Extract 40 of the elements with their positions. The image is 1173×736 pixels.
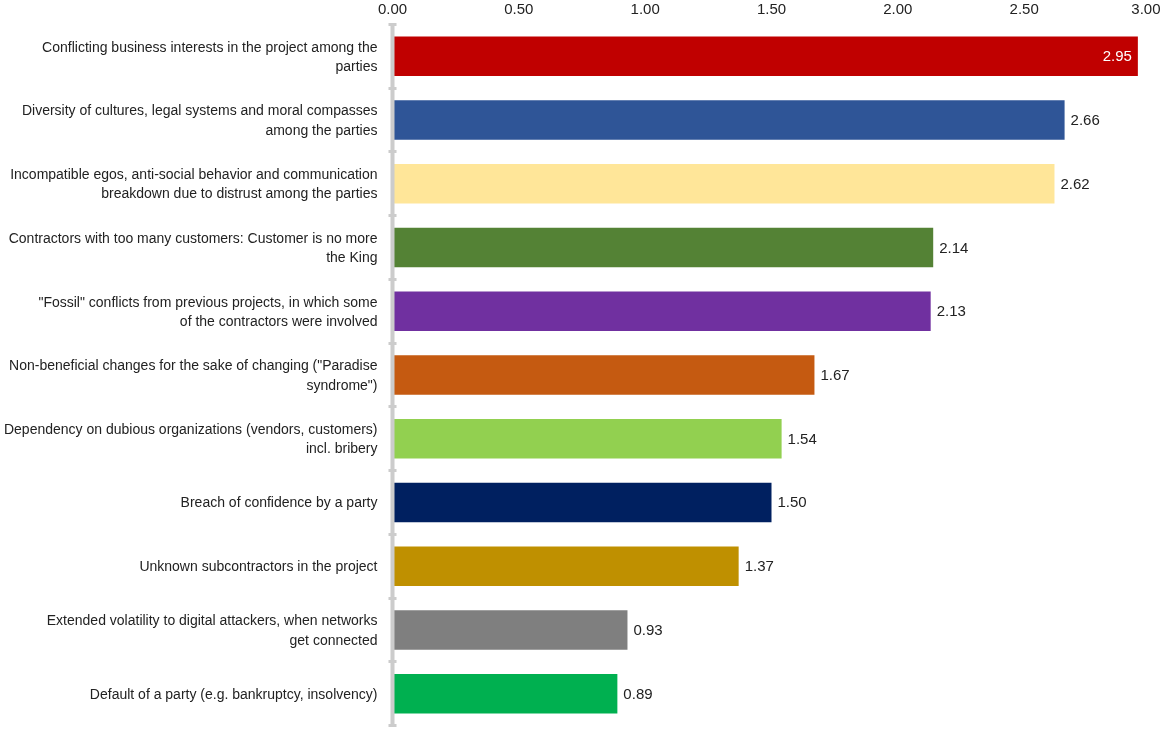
data-label: 1.67 [820, 366, 850, 383]
bar [392, 610, 628, 650]
bar [392, 418, 782, 459]
bar [392, 164, 1055, 204]
x-tick-label: 2.50 [1009, 0, 1039, 17]
bar [392, 546, 739, 586]
data-label: 1.54 [787, 429, 817, 447]
data-label: 1.50 [777, 493, 807, 511]
data-label: 1.37 [744, 557, 774, 575]
y-tick-label: Contractors with too many customers: Customer is no more the King [8, 229, 378, 266]
bar [392, 291, 931, 332]
data-label: 2.62 [1060, 174, 1090, 192]
y-tick-label: Extended volatility to digital attackers, when networks get connected [46, 612, 378, 648]
y-tick-label: Default of a party (e.g. bankruptcy, insolvency) [89, 685, 378, 702]
bar [392, 36, 1138, 77]
data-label: 2.95 [1102, 47, 1132, 65]
bar [392, 673, 618, 714]
y-tick-label: Incompatible egos, anti-social behavior and communication breakdown due to distrust among the parties [10, 166, 378, 202]
data-label: 2.13 [936, 302, 966, 320]
y-tick-label: Conflicting business interests in the project among the parties [42, 38, 378, 74]
x-tick-label: 0.50 [504, 0, 534, 17]
bar [392, 227, 934, 268]
x-tick-label: 3.00 [1131, 0, 1161, 17]
x-tick-label: 0.00 [377, 0, 408, 17]
data-label: 0.89 [623, 684, 653, 702]
bar [392, 482, 772, 523]
y-tick-label: Unknown subcontractors in the project [139, 558, 378, 575]
data-label: 0.93 [633, 620, 663, 638]
x-tick-label: 1.00 [630, 0, 660, 17]
y-tick-label: Non-beneficial changes for the sake of changing ("Paradise syndrome") [9, 357, 378, 393]
x-tick-label: 2.00 [883, 0, 913, 17]
x-tick-label: 1.50 [756, 0, 787, 17]
y-tick-label: Dependency on dubious organizations (vendors, customers) incl. bribery [3, 421, 378, 457]
data-label: 2.66 [1070, 111, 1100, 129]
y-tick-label: "Fossil" conflicts from previous projects, in which some of the contractors were involved [38, 293, 378, 329]
data-label: 2.14 [939, 238, 969, 256]
y-tick-label: Breach of confidence by a party [180, 494, 378, 511]
y-tick-label: Diversity of cultures, legal systems and moral compasses among the parties [21, 102, 378, 138]
bar [392, 100, 1065, 140]
bar [392, 355, 815, 395]
